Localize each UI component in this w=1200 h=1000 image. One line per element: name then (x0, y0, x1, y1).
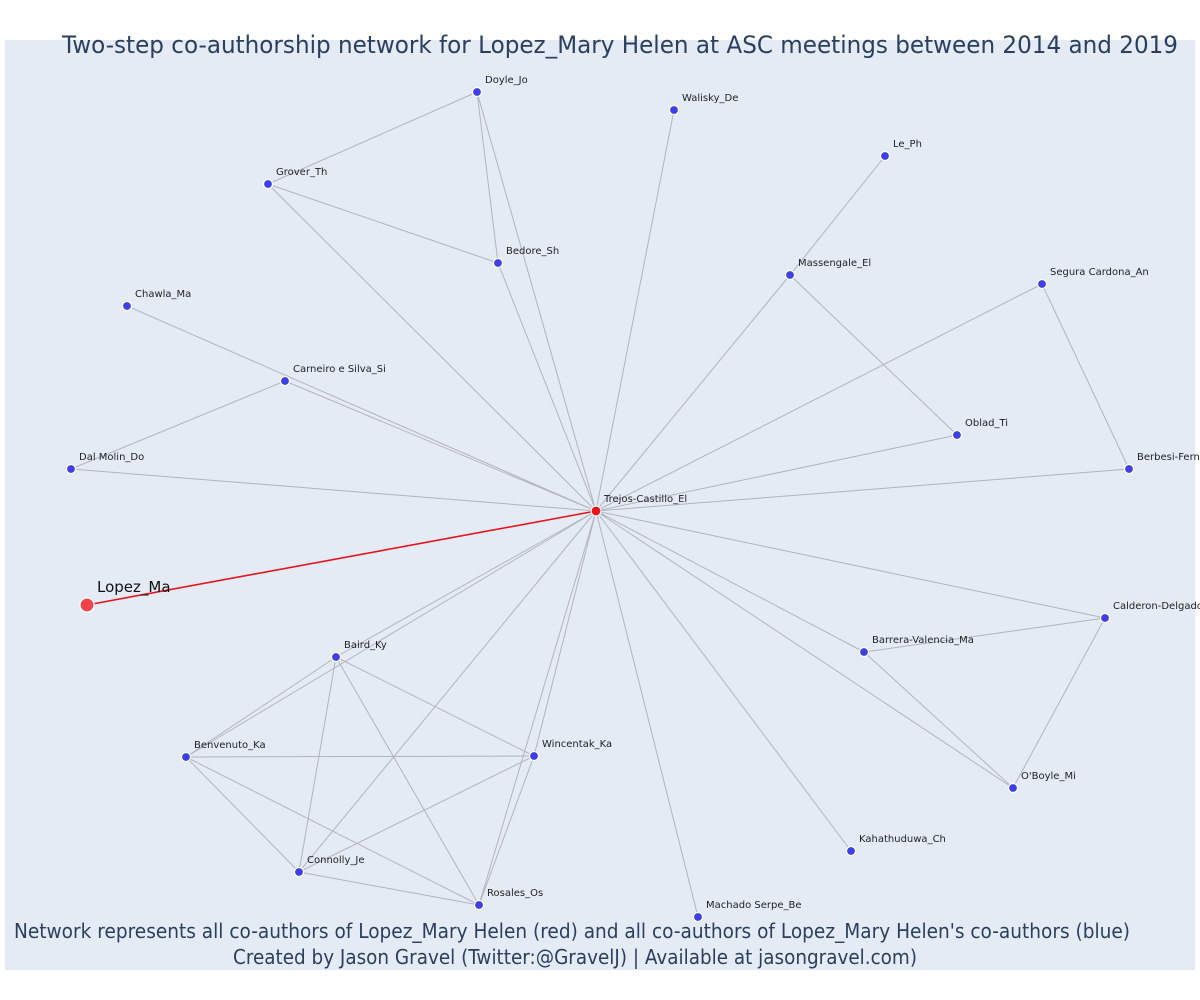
node-label-berbesi: Berbesi-Fern (1137, 452, 1200, 463)
node-baird[interactable] (330, 651, 342, 663)
edge-wincentak-rosales (478, 755, 535, 906)
node-label-barrera: Barrera-Valencia_Ma (872, 635, 974, 646)
node-berbesi[interactable] (1123, 463, 1135, 475)
caption-line-2: Created by Jason Gravel (Twitter:@Gravel… (233, 945, 917, 969)
node-label-doyle: Doyle_Jo (485, 75, 528, 86)
edge-trejos-wincentak (533, 510, 597, 757)
chart-title: Two-step co-authorship network for Lopez… (61, 31, 1178, 59)
edge-trejos-barrera (595, 510, 865, 653)
edges-layer (70, 91, 1130, 918)
node-benvenuto[interactable] (180, 751, 192, 763)
edge-calderon-barrera (863, 617, 1106, 653)
node-label-calderon: Calderon-Delgado (1113, 601, 1200, 612)
node-massengale[interactable] (784, 269, 796, 281)
edge-trejos-machado (595, 510, 699, 918)
node-grover[interactable] (262, 178, 274, 190)
node-segura[interactable] (1036, 278, 1048, 290)
edge-le-massengale (789, 155, 886, 276)
edge-benvenuto-wincentak (185, 755, 535, 758)
node-label-oboyle: O'Boyle_Mi (1021, 771, 1076, 782)
node-label-machado: Machado Serpe_Be (706, 900, 802, 911)
node-label-wincentak: Wincentak_Ka (542, 739, 612, 750)
node-label-dalmolin: Dal Molin_Do (79, 452, 144, 463)
edge-trejos-grover (267, 183, 597, 512)
node-oblad[interactable] (951, 429, 963, 441)
node-label-grover: Grover_Th (276, 167, 327, 178)
edge-trejos-connolly (298, 510, 597, 873)
node-trejos[interactable] (590, 505, 602, 517)
edge-trejos-segura (595, 283, 1043, 512)
edge-trejos-carneiro (284, 380, 597, 512)
node-label-carneiro: Carneiro e Silva_Si (293, 364, 386, 375)
edge-calderon-oboyle (1012, 617, 1106, 789)
node-label-connolly: Connolly_Je (307, 855, 364, 866)
edge-baird-rosales (335, 656, 480, 906)
node-label-chawla: Chawla_Ma (135, 289, 191, 300)
node-label-trejos: Trejos-Castillo_El (603, 494, 687, 505)
node-machado[interactable] (692, 911, 704, 923)
edge-connolly-rosales (298, 871, 480, 906)
node-label-massengale: Massengale_El (798, 258, 871, 269)
edge-trejos-benvenuto (185, 510, 597, 758)
edge-segura-berbesi (1041, 283, 1130, 470)
node-carneiro[interactable] (279, 375, 291, 387)
edge-trejos-massengale (595, 274, 791, 512)
edge-wincentak-connolly (298, 755, 535, 873)
edge-trejos-walisky (595, 109, 675, 512)
edge-trejos-dalmolin (70, 468, 597, 512)
node-label-oblad: Oblad_Ti (965, 418, 1008, 429)
node-label-bedore: Bedore_Sh (506, 246, 559, 257)
node-rosales[interactable] (473, 899, 485, 911)
node-label-segura: Segura Cardona_An (1050, 267, 1149, 278)
edge-trejos-doyle (476, 91, 597, 512)
edge-baird-benvenuto (185, 656, 337, 758)
edge-benvenuto-rosales (185, 756, 480, 906)
edge-trejos-berbesi (595, 468, 1130, 512)
edge-grover-bedore (267, 183, 499, 264)
node-label-lopez: Lopez_Ma (97, 578, 171, 597)
node-wincentak[interactable] (528, 750, 540, 762)
edge-baird-wincentak (335, 656, 535, 757)
edge-barrera-oboyle (863, 651, 1014, 789)
caption-line-1: Network represents all co-authors of Lop… (14, 919, 1130, 943)
edge-trejos-baird (335, 510, 597, 658)
edge-massengale-oblad (789, 274, 958, 436)
node-kahathuduwa[interactable] (845, 845, 857, 857)
node-label-le: Le_Ph (893, 139, 922, 150)
node-bedore[interactable] (492, 257, 504, 269)
edge-benvenuto-connolly (185, 756, 300, 873)
edge-trejos-oboyle (595, 510, 1014, 789)
edge-trejos-oblad (595, 434, 958, 512)
node-connolly[interactable] (293, 866, 305, 878)
edge-trejos-kahathuduwa (595, 510, 852, 852)
node-lopez[interactable] (79, 597, 95, 613)
node-calderon[interactable] (1099, 612, 1111, 624)
node-barrera[interactable] (858, 646, 870, 658)
node-label-rosales: Rosales_Os (487, 888, 543, 899)
plot-background (5, 40, 1195, 970)
edge-trejos-calderon (595, 510, 1106, 619)
node-chawla[interactable] (121, 300, 133, 312)
node-label-baird: Baird_Ky (344, 640, 387, 651)
edge-lopez-trejos (86, 510, 597, 606)
labels-layer: Lopez_Ma Trejos-Castillo_El Doyle_Jo Walisk… (79, 75, 1200, 911)
edge-trejos-bedore (497, 262, 597, 512)
edge-trejos-rosales (478, 510, 597, 906)
edge-doyle-bedore (476, 91, 499, 264)
edge-trejos-chawla (126, 305, 597, 512)
node-dalmolin[interactable] (65, 463, 77, 475)
node-label-kahathuduwa: Kahathuduwa_Ch (859, 834, 946, 845)
node-doyle[interactable] (471, 86, 483, 98)
node-label-walisky: Walisky_De (682, 93, 738, 104)
edge-baird-connolly (298, 656, 337, 873)
edge-doyle-grover (267, 91, 478, 185)
node-walisky[interactable] (668, 104, 680, 116)
node-label-benvenuto: Benvenuto_Ka (194, 740, 266, 751)
node-oboyle[interactable] (1007, 782, 1019, 794)
nodes-layer (65, 86, 1135, 923)
node-le[interactable] (879, 150, 891, 162)
edge-carneiro-dalmolin (70, 380, 286, 470)
